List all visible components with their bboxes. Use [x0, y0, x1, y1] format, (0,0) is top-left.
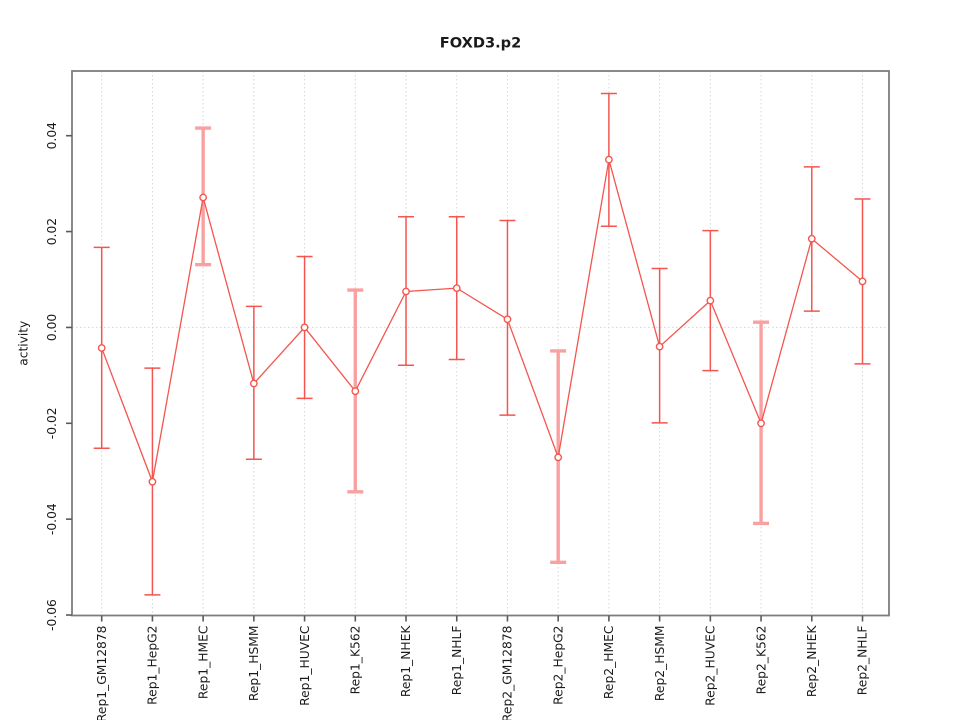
x-tick-label: Rep2_K562 [754, 626, 768, 695]
data-point [199, 193, 208, 202]
plot-title: FOXD3.p2 [440, 35, 522, 52]
data-point [605, 155, 613, 164]
x-tick-label: Rep2_HUVEC [704, 626, 718, 706]
y-tick-label: -0.04 [45, 503, 59, 535]
x-tick-label: Rep2_NHEK [805, 625, 819, 698]
y-tick-label: -0.02 [45, 407, 59, 439]
y-tick-label: 0.00 [45, 314, 59, 341]
y-tick-label: -0.06 [45, 599, 59, 631]
x-tick-label: Rep2_NHLF [856, 626, 870, 696]
plot-box [71, 70, 890, 617]
data-point [503, 315, 512, 324]
x-tick-label: Rep1_GM12878 [95, 626, 109, 720]
x-tick-label: Rep1_HUVEC [298, 626, 312, 706]
y-tick-label: 0.02 [45, 218, 59, 245]
data-point [97, 344, 106, 352]
x-tick-label: Rep1_HepG2 [146, 626, 160, 705]
x-tick-label: Rep1_HSMM [247, 626, 261, 702]
x-tick-label: Rep2_HepG2 [551, 626, 565, 705]
series-line [101, 159, 863, 485]
data-point [402, 287, 410, 296]
data-point [655, 342, 664, 351]
x-tick-label: Rep2_GM12878 [501, 626, 515, 720]
data-point [300, 323, 309, 332]
data-point [554, 453, 563, 462]
data-point [351, 387, 360, 396]
x-tick-label: Rep1_HMEC [196, 626, 210, 700]
data-point [452, 284, 461, 293]
y-tick-label: 0.04 [45, 122, 59, 150]
x-tick-label: Rep1_NHEK [399, 625, 413, 698]
y-axis-title: activity [17, 321, 31, 366]
data-point [757, 419, 765, 428]
data-point [858, 277, 867, 286]
data-point [249, 379, 258, 388]
data-point [807, 234, 816, 243]
data-point [706, 296, 715, 305]
x-tick-label: Rep1_NHLF [450, 626, 464, 696]
x-tick-label: Rep2_HSMM [653, 626, 667, 702]
x-tick-label: Rep2_HMEC [602, 626, 616, 700]
data-point [148, 477, 157, 486]
x-tick-label: Rep1_K562 [349, 626, 363, 695]
